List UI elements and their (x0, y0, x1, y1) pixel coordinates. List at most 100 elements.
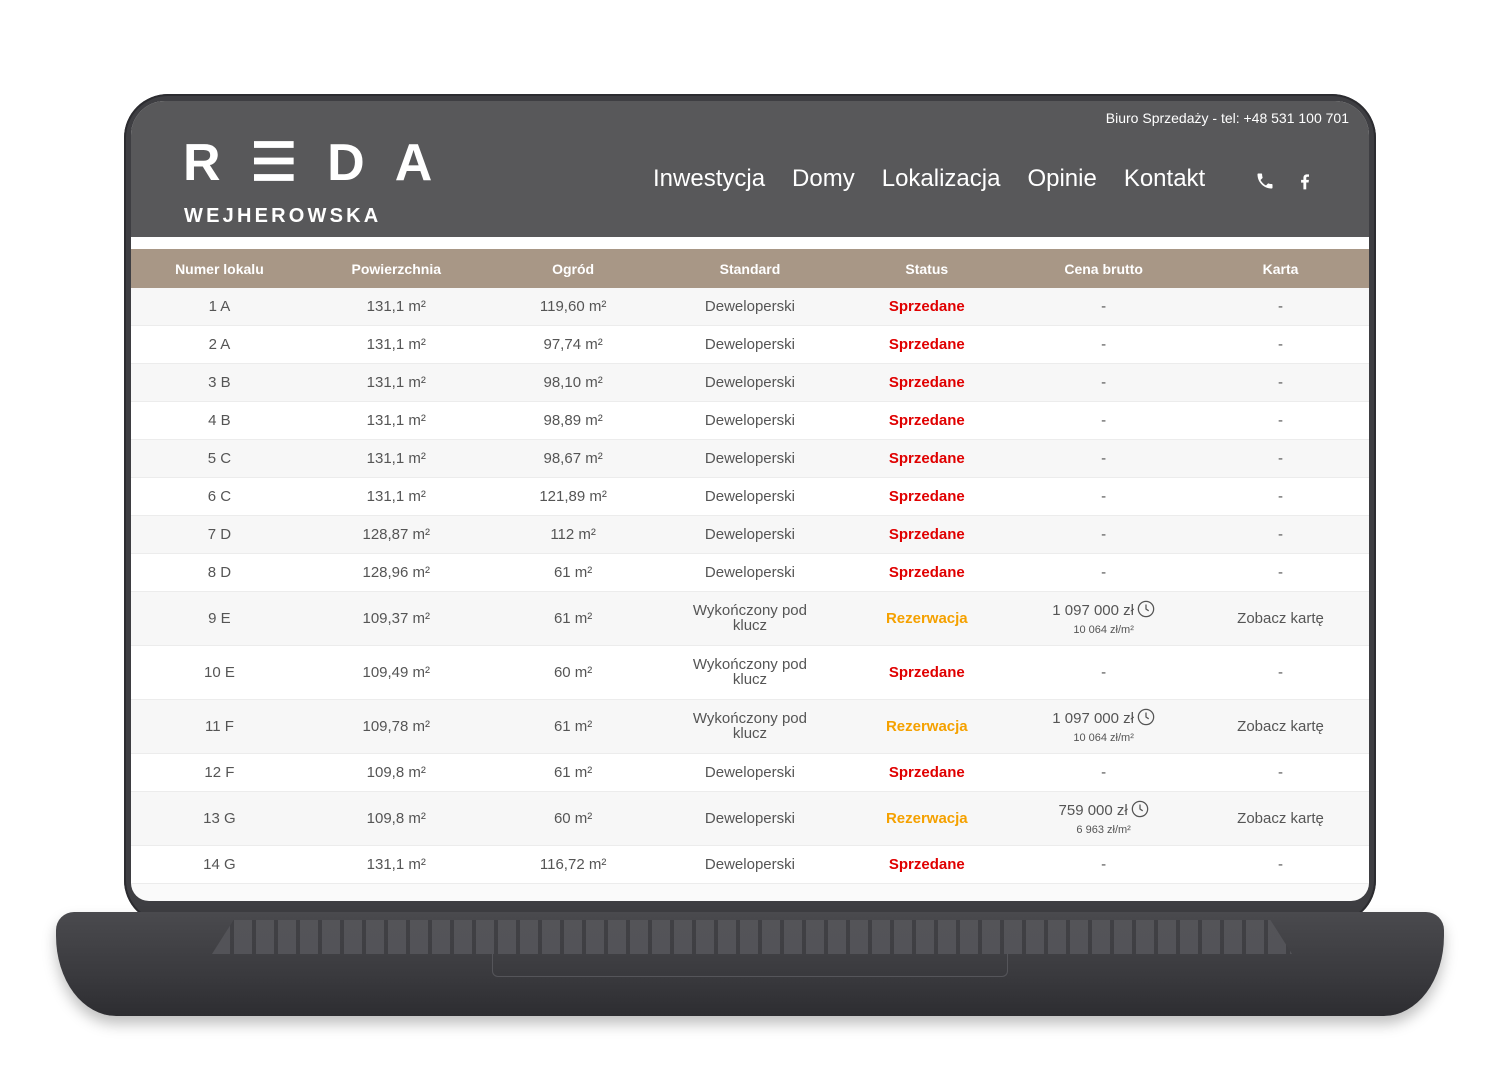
price-per-m2: 10 064 zł/m² (1073, 732, 1134, 745)
col-numer-lokalu[interactable]: Numer lokalu (131, 249, 308, 288)
table-row[interactable]: 9 E 109,37 m² 61 m² Wykończony pod klucz… (131, 591, 1369, 646)
view-card-link[interactable]: Zobacz kartę (1237, 810, 1324, 827)
price-total: 759 000 zł (1058, 801, 1128, 819)
unit-garden: 112 m² (484, 515, 662, 554)
unit-area: 109,37 m² (307, 591, 485, 646)
table-body: 1 A 131,1 m² 119,60 m² Deweloperski Sprz… (131, 288, 1369, 884)
unit-standard: Wykończony pod klucz (661, 699, 839, 754)
col-status[interactable]: Status (838, 249, 1016, 288)
table-header-row: Numer lokalu Powierzchnia Ogród Standard… (131, 249, 1369, 288)
unit-standard-text: Wykończony pod klucz (692, 656, 807, 688)
nav-item-lokalizacja[interactable]: Lokalizacja (881, 165, 1001, 192)
unit-standard: Deweloperski (661, 791, 839, 846)
phone-icon[interactable] (1255, 171, 1275, 196)
table-row[interactable]: 12 F 109,8 m² 61 m² Deweloperski Sprzeda… (131, 753, 1369, 792)
table-row[interactable]: 7 D 128,87 m² 112 m² Deweloperski Sprzed… (131, 515, 1369, 554)
unit-area: 109,8 m² (307, 753, 485, 792)
table-row[interactable]: 3 B 131,1 m² 98,10 m² Deweloperski Sprze… (131, 363, 1369, 402)
unit-number: 5 C (131, 439, 308, 478)
unit-standard: Deweloperski (661, 288, 839, 326)
unit-card: - (1192, 645, 1369, 700)
table-row[interactable]: 10 E 109,49 m² 60 m² Wykończony pod kluc… (131, 645, 1369, 700)
status-badge: Rezerwacja (838, 791, 1016, 846)
nav-item-inwestycja[interactable]: Inwestycja (653, 165, 766, 192)
nav-icons (1255, 171, 1315, 196)
status-badge: Sprzedane (838, 325, 1016, 364)
status-badge: Sprzedane (838, 288, 1016, 326)
status-badge: Sprzedane (838, 645, 1016, 700)
unit-area: 109,49 m² (307, 645, 485, 700)
col-ogrod[interactable]: Ogród (484, 249, 662, 288)
unit-standard: Deweloperski (661, 845, 839, 884)
status-badge: Sprzedane (838, 753, 1016, 792)
unit-price: - (1015, 477, 1193, 516)
logo[interactable]: R☰DA (183, 134, 463, 192)
table-row[interactable]: 14 G 131,1 m² 116,72 m² Deweloperski Spr… (131, 845, 1369, 884)
unit-area: 128,96 m² (307, 553, 485, 592)
table-row[interactable]: 11 F 109,78 m² 61 m² Wykończony pod kluc… (131, 699, 1369, 754)
unit-card: - (1192, 753, 1369, 792)
unit-garden: 61 m² (484, 753, 662, 792)
unit-area: 109,78 m² (307, 699, 485, 754)
view-card-link[interactable]: Zobacz kartę (1237, 718, 1324, 735)
unit-standard: Deweloperski (661, 553, 839, 592)
price-total: 1 097 000 zł (1052, 709, 1134, 727)
table-row[interactable]: 8 D 128,96 m² 61 m² Deweloperski Sprzeda… (131, 553, 1369, 592)
nav-item-kontakt[interactable]: Kontakt (1123, 165, 1206, 192)
nav-item-opinie[interactable]: Opinie (1027, 165, 1097, 192)
table-row[interactable]: 1 A 131,1 m² 119,60 m² Deweloperski Sprz… (131, 288, 1369, 326)
unit-number: 1 A (131, 288, 308, 326)
unit-garden: 61 m² (484, 553, 662, 592)
unit-card: - (1192, 325, 1369, 364)
table-row[interactable]: 13 G 109,8 m² 60 m² Deweloperski Rezerwa… (131, 791, 1369, 846)
table-row[interactable]: 4 B 131,1 m² 98,89 m² Deweloperski Sprze… (131, 401, 1369, 440)
clock-icon[interactable] (1137, 708, 1155, 730)
clock-icon[interactable] (1131, 800, 1149, 822)
unit-price: - (1015, 363, 1193, 402)
unit-price: - (1015, 753, 1193, 792)
view-card-link[interactable]: Zobacz kartę (1237, 610, 1324, 627)
unit-card: - (1192, 401, 1369, 440)
status-badge: Rezerwacja (838, 591, 1016, 646)
price-total: 1 097 000 zł (1052, 601, 1134, 619)
unit-price: 1 097 000 zł 10 064 zł/m² (1015, 699, 1193, 754)
logo-subtitle: WEJHEROWSKA (184, 205, 382, 227)
unit-card: - (1192, 439, 1369, 478)
unit-number: 8 D (131, 553, 308, 592)
screen: Biuro Sprzedaży - tel: +48 531 100 701 R… (131, 101, 1369, 901)
nav-item-domy[interactable]: Domy (792, 165, 855, 192)
col-powierzchnia[interactable]: Powierzchnia (307, 249, 485, 288)
price-per-m2: 6 963 zł/m² (1076, 824, 1131, 837)
unit-card: - (1192, 288, 1369, 326)
col-karta[interactable]: Karta (1192, 249, 1369, 288)
unit-number: 14 G (131, 845, 308, 884)
price-block: 1 097 000 zł 10 064 zł/m² (1052, 600, 1155, 638)
col-cena-brutto[interactable]: Cena brutto (1015, 249, 1193, 288)
unit-standard-text: Wykończony pod klucz (692, 710, 807, 742)
unit-area: 131,1 m² (307, 845, 485, 884)
facebook-icon[interactable] (1295, 171, 1315, 196)
table-row[interactable]: 5 C 131,1 m² 98,67 m² Deweloperski Sprze… (131, 439, 1369, 478)
unit-price: - (1015, 515, 1193, 554)
header-divider (131, 237, 1369, 249)
unit-number: 6 C (131, 477, 308, 516)
unit-garden: 98,89 m² (484, 401, 662, 440)
unit-standard: Deweloperski (661, 363, 839, 402)
col-standard[interactable]: Standard (661, 249, 839, 288)
sales-office-phone[interactable]: Biuro Sprzedaży - tel: +48 531 100 701 (1105, 110, 1349, 126)
unit-price: - (1015, 845, 1193, 884)
unit-garden: 116,72 m² (484, 845, 662, 884)
unit-price: - (1015, 553, 1193, 592)
unit-card: - (1192, 515, 1369, 554)
table-row[interactable]: 6 C 131,1 m² 121,89 m² Deweloperski Sprz… (131, 477, 1369, 516)
table-row[interactable]: 2 A 131,1 m² 97,74 m² Deweloperski Sprze… (131, 325, 1369, 364)
status-badge: Rezerwacja (838, 699, 1016, 754)
unit-area: 128,87 m² (307, 515, 485, 554)
unit-garden: 60 m² (484, 791, 662, 846)
unit-standard: Deweloperski (661, 753, 839, 792)
unit-price: 759 000 zł 6 963 zł/m² (1015, 791, 1193, 846)
unit-garden: 119,60 m² (484, 288, 662, 326)
clock-icon[interactable] (1137, 600, 1155, 622)
unit-standard: Deweloperski (661, 401, 839, 440)
unit-number: 3 B (131, 363, 308, 402)
